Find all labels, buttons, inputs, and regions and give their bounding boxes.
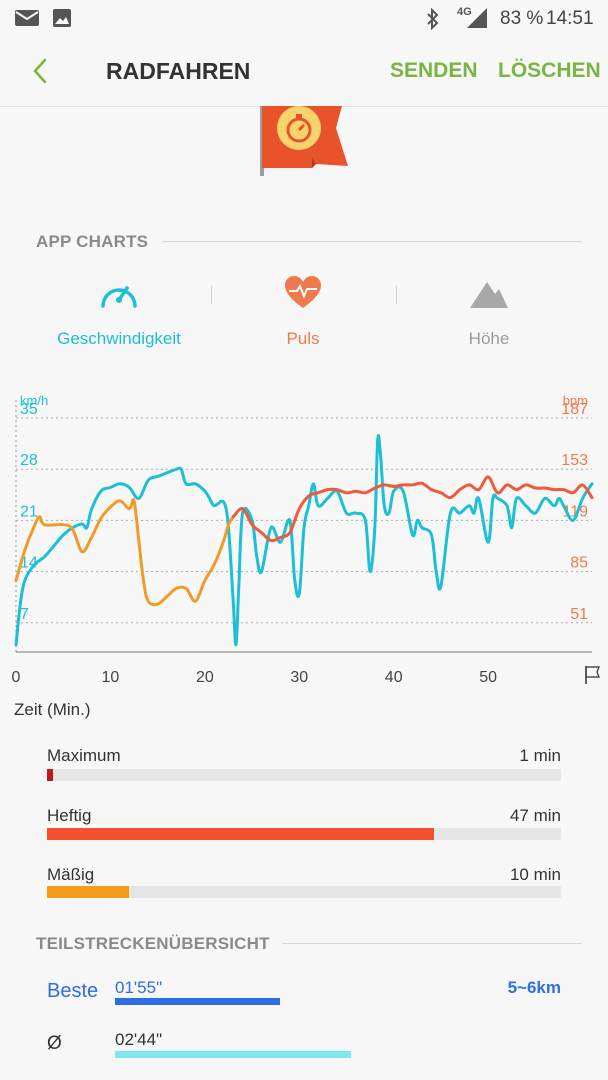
x-axis-tick: 0 [12,669,21,686]
section-divider [162,241,582,242]
left-axis-tick: 28 [20,452,38,469]
tab-label-pulse: Puls [286,329,320,348]
splits-section-header: TEILSTRECKENÜBERSICHT [36,934,270,953]
x-axis-tick: 10 [102,669,120,686]
clock: 14:51 [546,8,594,29]
stopwatch-flag-icon [260,106,348,176]
network-type: 4G [457,6,472,18]
left-axis-tick: 21 [20,503,38,520]
split-label-average: Ø [47,1033,62,1054]
zone-label-maximum: Maximum [47,746,121,765]
heart-icon [285,276,321,308]
zone-label-heavy: Heftig [47,806,92,825]
tab-altitude[interactable]: Höhe [410,276,568,349]
split-time-best: 01'55" [115,978,163,997]
back-arrow-icon[interactable] [28,56,52,86]
left-axis-tick: 35 [20,401,38,418]
zone-value-maximum: 1 min [519,746,561,765]
battery-level: 83 % [500,8,544,29]
series-line-1 [14,498,235,607]
x-axis-tick: 30 [290,669,308,686]
split-bar-average [115,1051,352,1058]
tab-label-altitude: Höhe [468,329,510,348]
delete-button[interactable]: LÖSCHEN [498,59,601,82]
tab-separator [396,286,397,304]
zone-label-moderate: Mäßig [47,865,95,884]
split-bar-best [115,998,281,1005]
series-line-0 [14,434,594,647]
right-axis-tick: 187 [561,401,588,418]
split-distance-best: 5~6km [507,978,561,997]
split-time-average: 02'44" [115,1030,163,1049]
tab-label-speed: Geschwindigkeit [57,329,181,348]
zone-bar-moderate [47,886,129,898]
signal-icon [467,8,487,28]
right-axis-tick: 51 [570,606,588,623]
splits-list: Beste 01'55" 5~6km Ø 02'44" [47,978,561,1068]
tab-pulse[interactable]: Puls [224,276,382,349]
send-button[interactable]: SENDEN [390,59,478,82]
bluetooth-icon [427,8,439,30]
heart-rate-zones: Maximum 1 min Heftig 47 min Mäßig 10 min [47,746,561,906]
zone-bar-heavy [47,828,435,840]
zone-bar-maximum [47,769,54,781]
left-axis-unit: km/h [20,393,48,408]
finish-flag-icon [585,666,600,684]
page-title: RADFAHREN [106,58,251,84]
section-divider [282,943,582,944]
zone-bar-track [47,828,561,840]
zone-value-heavy: 47 min [509,806,561,825]
chart-area: 35 28 21 14 7 187 153 119 85 51 km/h bpm 0 10 20 30 40 50 [0,380,608,710]
charts-section-header: APP CHARTS [36,232,149,251]
left-axis-tick: 7 [20,606,29,623]
mail-icon [15,10,39,26]
x-axis-label: Zeit (Min.) [14,700,91,719]
right-axis-tick: 153 [561,452,588,469]
right-axis-tick: 85 [570,555,588,572]
zone-bar-track [47,769,561,781]
x-axis-tick: 40 [385,669,403,686]
speedometer-icon [101,286,137,308]
series-line-2 [231,475,594,543]
zone-value-moderate: 10 min [509,865,561,884]
app-bar: RADFAHREN SENDEN LÖSCHEN [0,38,608,107]
x-axis-tick: 20 [196,669,214,686]
right-axis-unit: bpm [563,393,588,408]
x-axis-tick: 50 [479,669,497,686]
zone-bar-track [47,886,561,898]
tab-separator [211,286,212,304]
image-icon [53,9,71,27]
mountain-icon [470,282,508,308]
split-label-best: Beste [47,980,99,1002]
status-bar: 4G 83 % 14:51 [0,0,608,38]
tab-speed[interactable]: Geschwindigkeit [40,276,198,349]
